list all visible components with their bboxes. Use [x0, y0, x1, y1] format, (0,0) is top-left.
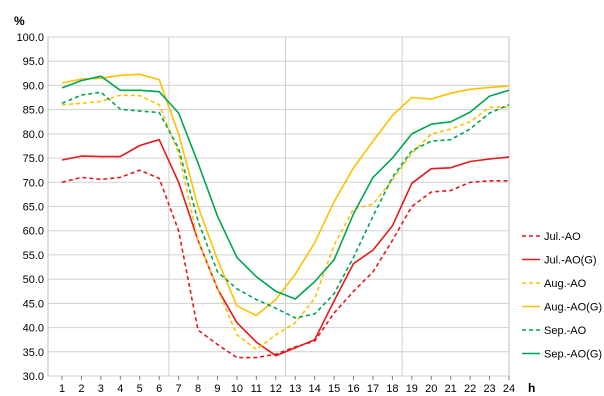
series-line-aug-ao [61, 94, 509, 351]
legend-label: Jul.-AO [544, 231, 581, 243]
x-tick-label: 10 [231, 383, 243, 395]
y-tick-label: 80.0 [23, 129, 44, 141]
y-tick-label: 85.0 [23, 105, 44, 117]
x-tick-label: 5 [137, 383, 143, 395]
x-tick-label: 21 [445, 383, 457, 395]
y-tick-label: 45.0 [23, 298, 44, 310]
x-tick-label: 23 [483, 383, 495, 395]
legend-label: Aug.-AO(G) [544, 302, 602, 314]
y-unit-label: % [14, 14, 25, 28]
legend-label: Jul.-AO(G) [544, 255, 597, 267]
x-tick-label: 20 [425, 383, 437, 395]
y-tick-label: 75.0 [23, 153, 44, 165]
legend-label: Sep.-AO [544, 325, 587, 337]
x-tick-label: 9 [214, 383, 220, 395]
x-tick-label: 8 [195, 383, 201, 395]
series-line-jul-ao-g [61, 138, 510, 357]
x-tick-label: 1 [59, 383, 65, 395]
legend: Jul.-AO Jul.-AO(G) Aug.-AO Aug.-AO(G) Sep.-A… [522, 231, 602, 361]
y-tick-label: 70.0 [23, 177, 44, 189]
y-tick-label: 55.0 [23, 250, 44, 262]
x-tick-label: 16 [347, 383, 359, 395]
x-tick-label: 13 [289, 383, 301, 395]
x-tick-label: 3 [98, 383, 104, 395]
series-line-sep-ao-g [61, 75, 510, 300]
x-tick-label: 4 [117, 383, 123, 395]
axes: 30.0 35.0 40.0 45.0 50.0 55.0 60.0 65.0 70.0 75.0… [14, 14, 535, 395]
y-tick-label: 100.0 [16, 32, 44, 44]
x-unit-label: h [528, 381, 535, 395]
y-tick-label: 60.0 [23, 226, 44, 238]
x-tick-label: 18 [386, 383, 398, 395]
y-tick-label: 40.0 [23, 323, 44, 335]
x-tick-label: 24 [503, 383, 515, 395]
series-line-sep-ao [61, 91, 510, 319]
series-lines [61, 73, 510, 359]
x-tick-label: 19 [406, 383, 418, 395]
y-tick-label: 65.0 [23, 202, 44, 214]
series-line-aug-ao-g [61, 73, 510, 317]
x-tick-label: 15 [328, 383, 340, 395]
x-tick-label: 6 [156, 383, 162, 395]
y-tick-label: 35.0 [23, 347, 44, 359]
y-tick-label: 50.0 [23, 274, 44, 286]
x-tick-label: 14 [309, 383, 321, 395]
x-tick-label: 12 [270, 383, 282, 395]
x-tick-label: 22 [464, 383, 476, 395]
legend-label: Sep.-AO(G) [544, 349, 602, 361]
x-tick-label: 17 [367, 383, 379, 395]
y-tick-label: 90.0 [23, 80, 44, 92]
x-tick-label: 11 [251, 383, 262, 395]
x-tick-label: 2 [78, 383, 84, 395]
legend-label: Aug.-AO [544, 278, 587, 290]
x-tick-label: 7 [176, 383, 182, 395]
y-tick-label: 95.0 [23, 56, 44, 68]
y-tick-label: 30.0 [23, 371, 44, 383]
